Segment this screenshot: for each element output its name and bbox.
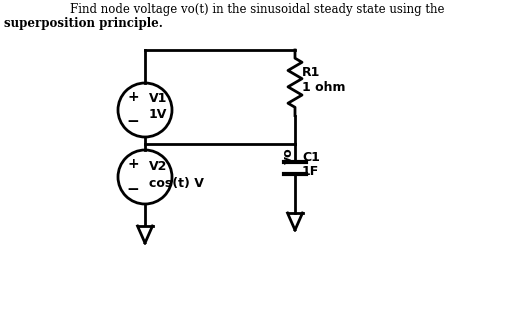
Text: cos(t) V: cos(t) V xyxy=(149,177,204,190)
Text: 1F: 1F xyxy=(302,165,319,178)
Text: vo: vo xyxy=(282,147,295,164)
Text: C1: C1 xyxy=(302,151,320,164)
Text: 1V: 1V xyxy=(149,109,167,122)
Text: −: − xyxy=(127,181,140,197)
Text: R1: R1 xyxy=(302,66,320,79)
Text: +: + xyxy=(127,157,139,171)
Text: 1 ohm: 1 ohm xyxy=(302,81,346,94)
Text: +: + xyxy=(127,90,139,104)
Text: superposition principle.: superposition principle. xyxy=(4,17,163,30)
Text: V2: V2 xyxy=(149,160,167,173)
Text: V1: V1 xyxy=(149,93,167,106)
Text: Find node voltage vo(t) in the sinusoidal steady state using the: Find node voltage vo(t) in the sinusoida… xyxy=(70,3,444,16)
Text: −: − xyxy=(127,114,140,129)
